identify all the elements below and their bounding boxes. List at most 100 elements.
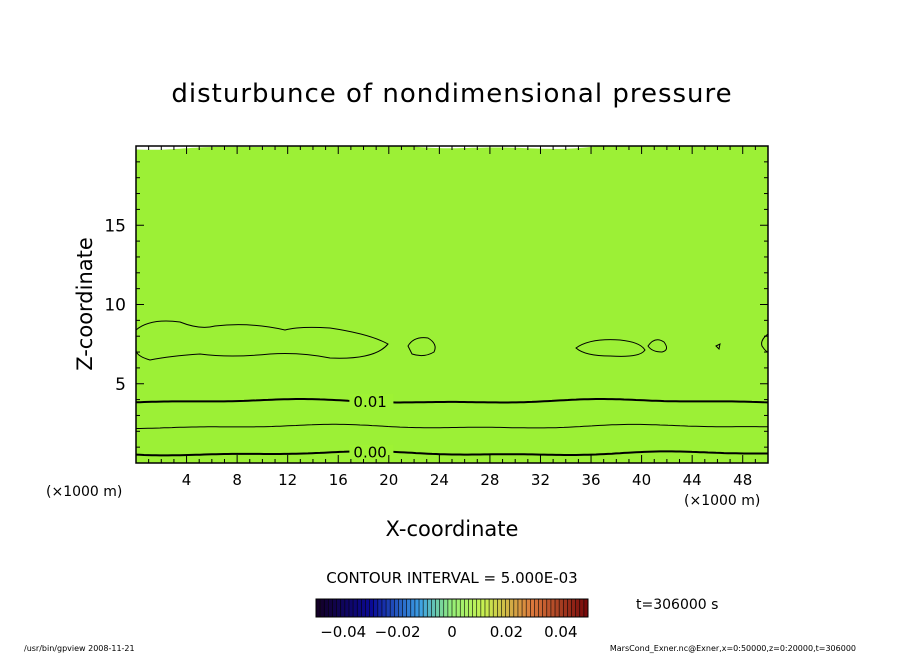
x-tick-label: 12 <box>278 471 297 489</box>
colorbar-swatch <box>435 599 440 617</box>
colorbar-swatch <box>324 599 329 617</box>
colorbar-swatch <box>579 599 584 617</box>
colorbar-swatch <box>522 599 527 617</box>
colorbar-swatch <box>583 599 588 617</box>
colorbar-swatch <box>410 599 415 617</box>
x-tick-label: 28 <box>480 471 499 489</box>
colorbar-tick-label: −0.04 <box>320 623 366 641</box>
colorbar-swatch <box>439 599 444 617</box>
colorbar-swatch <box>550 599 556 617</box>
colorbar-swatch <box>328 599 333 617</box>
colorbar-swatch <box>505 599 510 617</box>
contour-label: 0.00 <box>353 443 386 461</box>
colorbar-frame <box>315 598 589 618</box>
chart-title: disturbunce of nondimensional pressure <box>171 79 732 109</box>
colorbar-swatch <box>406 599 411 617</box>
contour-closed-1 <box>136 320 389 361</box>
colorbar-swatch <box>336 599 341 617</box>
footer-left: /usr/bin/gpview 2008-11-21 <box>24 644 135 653</box>
y-tick-label: 15 <box>104 216 126 236</box>
colorbar-swatch <box>398 599 403 617</box>
colorbar-swatch <box>575 599 580 617</box>
colorbar-swatch <box>353 599 358 617</box>
x-tick-label: 20 <box>379 471 398 489</box>
colorbar-swatch <box>386 599 391 617</box>
colorbar-swatch <box>476 599 481 617</box>
plot-area <box>136 146 768 463</box>
colorbar-swatch <box>332 599 337 617</box>
x-unit-right: (×1000 m) <box>684 493 760 509</box>
colorbar-swatch <box>402 599 407 617</box>
colorbar-swatch <box>394 599 399 617</box>
contour-lines <box>136 320 768 457</box>
x-unit-left: (×1000 m) <box>46 484 122 500</box>
contour-label-bg <box>349 444 394 459</box>
colorbar-swatch <box>427 599 432 617</box>
time-label: t=306000 s <box>636 597 718 613</box>
contour-label: 0.01 <box>353 393 386 411</box>
x-tick-label: 40 <box>632 471 651 489</box>
colorbar-swatch <box>373 599 378 617</box>
colorbar: −0.04 −0.02 0 0.02 0.04 <box>315 598 589 641</box>
colorbar-swatch <box>377 599 382 617</box>
colorbar-tick-label: 0.02 <box>490 623 523 641</box>
colorbar-swatch <box>472 599 477 617</box>
colorbar-swatch <box>443 599 448 617</box>
colorbar-swatch <box>517 599 523 617</box>
colorbar-swatch <box>559 599 564 617</box>
colorbar-swatch <box>489 599 494 617</box>
colorbar-swatch <box>320 599 325 617</box>
x-axis-label: X-coordinate <box>386 517 519 541</box>
colorbar-swatch <box>563 599 568 617</box>
colorbar-swatch <box>369 599 374 617</box>
x-tick-label: 32 <box>531 471 550 489</box>
colorbar-swatch <box>456 599 461 617</box>
contour-label-bg <box>349 393 394 408</box>
colorbar-swatch <box>344 599 349 617</box>
y-tick-label: 5 <box>115 375 126 395</box>
colorbar-swatch <box>501 599 506 617</box>
colorbar-swatch <box>460 599 465 617</box>
colorbar-swatch <box>340 599 345 617</box>
colorbar-swatch <box>464 599 469 617</box>
colorbar-swatch <box>493 599 498 617</box>
colorbar-swatch <box>555 599 560 617</box>
y-tick-label: 10 <box>104 296 126 316</box>
colorbar-swatch <box>497 599 502 617</box>
contour-interval: CONTOUR INTERVAL = 5.000E-03 <box>326 569 577 587</box>
colorbar-swatch <box>390 599 395 617</box>
colorbar-swatch <box>534 599 539 617</box>
colorbar-swatch <box>480 599 485 617</box>
colorbar-tick-label: 0 <box>447 623 457 641</box>
colorbar-swatch <box>316 599 321 617</box>
colorbar-swatch <box>361 599 366 617</box>
x-tick-label: 48 <box>733 471 752 489</box>
colorbar-swatch <box>357 599 362 617</box>
y-axis-label: Z-coordinate <box>73 237 97 371</box>
contour-closed-4 <box>647 339 668 353</box>
colorbar-swatch <box>571 599 576 617</box>
contour-closed-5 <box>715 343 721 351</box>
colorbar-swatch <box>419 599 424 617</box>
colorbar-tick-label: 0.04 <box>544 623 577 641</box>
x-tick-label: 24 <box>430 471 449 489</box>
colorbar-swatch <box>542 599 547 617</box>
contour-closed-2 <box>407 337 436 357</box>
x-tick-label: 8 <box>232 471 242 489</box>
contour-line <box>136 423 768 429</box>
contour-line <box>136 398 768 404</box>
colorbar-swatch <box>431 599 436 617</box>
colorbar-swatch <box>348 599 354 617</box>
x-tick-label: 4 <box>182 471 192 489</box>
colorbar-swatch <box>546 599 551 617</box>
colorbar-swatch <box>381 599 387 617</box>
colorbar-tick-label: −0.02 <box>375 623 421 641</box>
colorbar-swatch <box>526 599 531 617</box>
colorbar-swatch <box>509 599 514 617</box>
colorbar-swatch <box>423 599 428 617</box>
colorbar-swatch <box>452 599 457 617</box>
contour-closed-6 <box>761 333 768 353</box>
footer-right: MarsCond_Exner.nc@Exner,x=0:50000,z=0:20… <box>610 644 856 653</box>
